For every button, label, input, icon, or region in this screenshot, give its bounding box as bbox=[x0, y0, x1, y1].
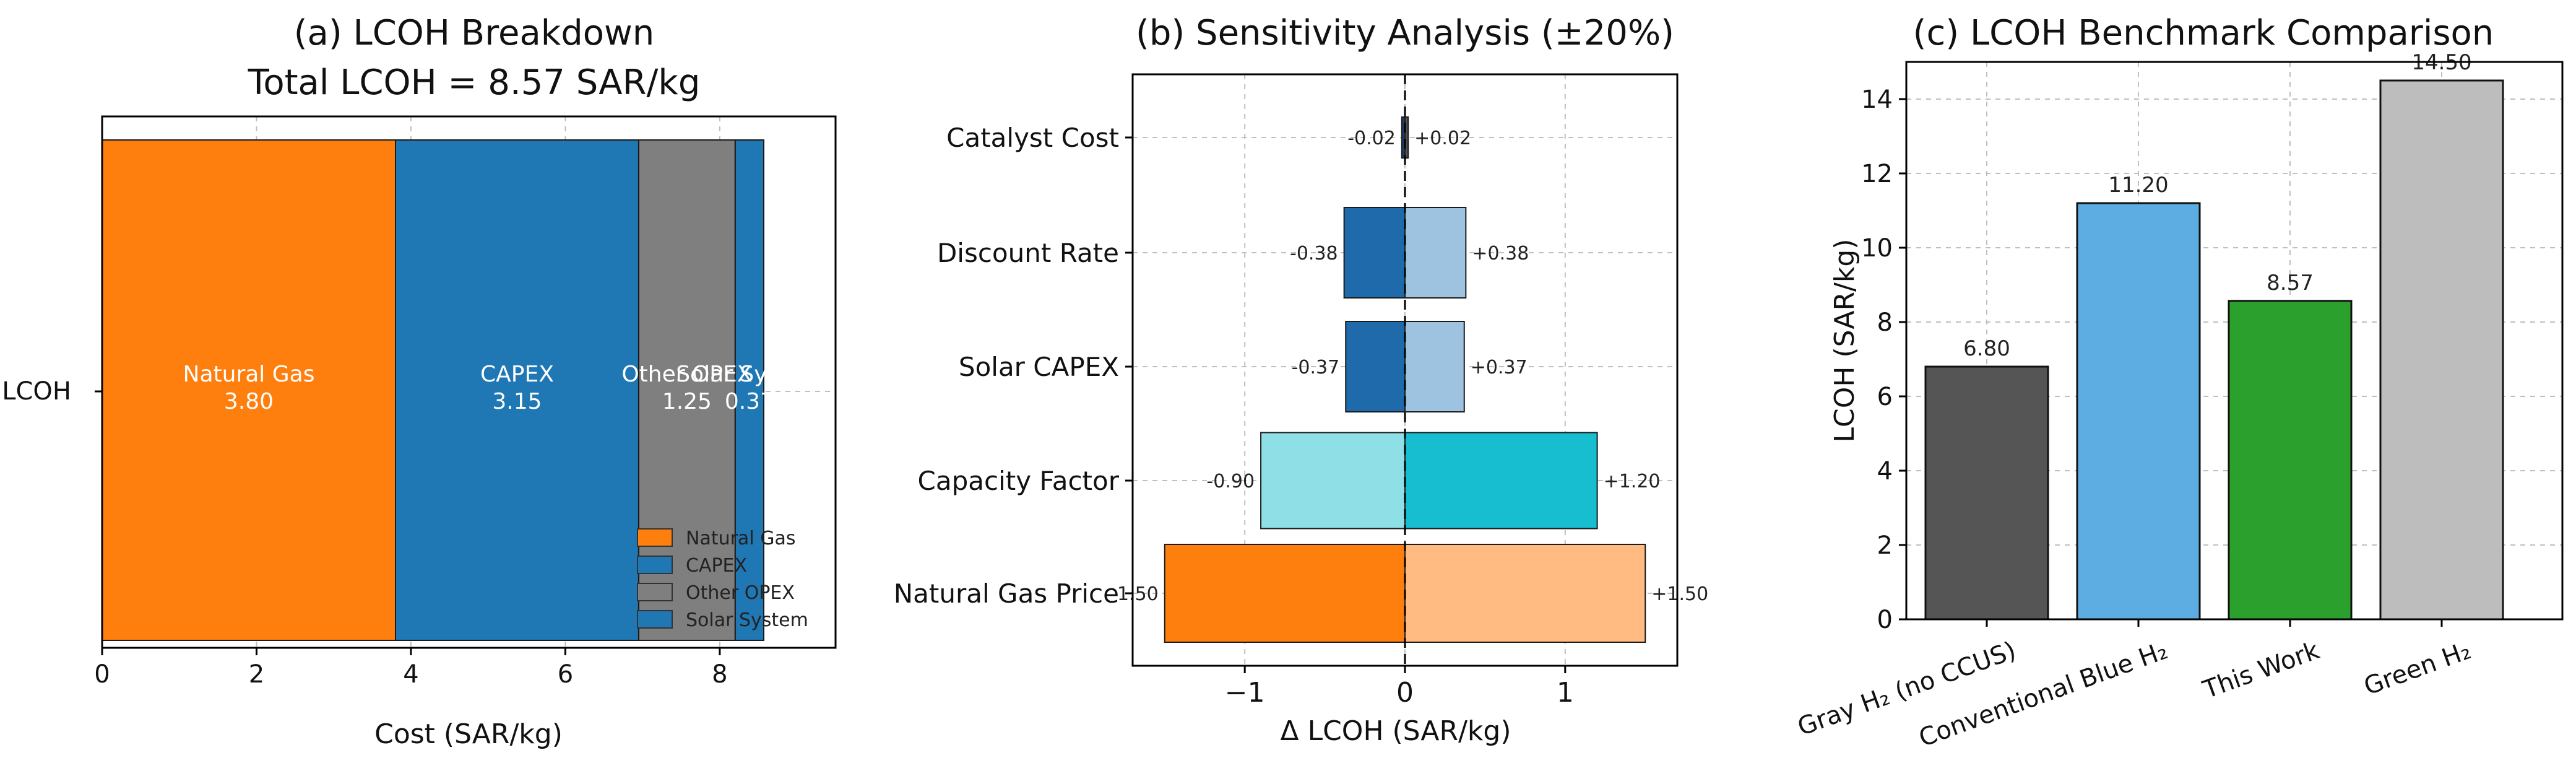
chart-a-legend-label: Natural Gas bbox=[686, 528, 795, 549]
chart-b-low-label: -0.37 bbox=[1292, 357, 1340, 378]
chart-a-segment-value: 0.37 bbox=[725, 389, 774, 414]
chart-c-y-tick-label: 6 bbox=[1877, 383, 1893, 411]
chart-b-y-ticks: Catalyst Cost Discount Rate Solar CAPEX Cap… bbox=[894, 123, 1133, 609]
chart-c-bar bbox=[2076, 202, 2201, 621]
chart-c-value-label: 8.57 bbox=[2267, 271, 2314, 295]
chart-b-high-label: +0.37 bbox=[1471, 357, 1528, 378]
chart-a-segment-bar bbox=[102, 139, 396, 641]
chart-c-bar bbox=[2379, 79, 2504, 621]
chart-b-value-labels: -0.02 +0.02 -0.38 +0.38 -0.37 +0.37 -0.90 +1.20… bbox=[1110, 128, 1708, 605]
chart-a-segment-bar bbox=[395, 139, 639, 641]
chart-b-low-bar bbox=[1260, 432, 1406, 530]
chart-b-high-label: +0.02 bbox=[1414, 128, 1471, 149]
chart-b-parameter-label: Solar CAPEX bbox=[959, 352, 1119, 382]
chart-b-low-label: -0.38 bbox=[1290, 243, 1338, 264]
chart-a-legend-swatch bbox=[637, 610, 673, 629]
chart-a-axes-frame bbox=[101, 115, 837, 649]
chart-c-x-ticks: Gray H₂ (no CCUS)Conventional Blue H₂ Thi… bbox=[1794, 619, 2474, 752]
chart-a-category-label: LCOH bbox=[2, 377, 71, 406]
panel-sensitivity-analysis: (b) Sensitivity Analysis (±20%) -0.02 +0.… bbox=[894, 13, 1708, 747]
chart-a-x-tick-label: 2 bbox=[249, 660, 264, 689]
chart-b-low-bar bbox=[1164, 544, 1406, 643]
panel-benchmark-comparison: (c) LCOH Benchmark Comparison 6.80 11.20 8… bbox=[1794, 13, 2564, 752]
chart-a-legend-label: Other OPEX bbox=[686, 582, 795, 604]
chart-a-legend-swatch bbox=[637, 556, 673, 574]
chart-b-low-bar bbox=[1345, 321, 1406, 412]
chart-c-y-axis-label: LCOH (SAR/kg) bbox=[1829, 239, 1861, 443]
chart-c-category-label: Conventional Blue H₂ bbox=[1915, 636, 2171, 752]
chart-c-title: (c) LCOH Benchmark Comparison bbox=[1913, 13, 2494, 53]
chart-a-title: (a) LCOH Breakdown bbox=[294, 13, 655, 53]
chart-a-x-axis-label: Cost (SAR/kg) bbox=[374, 718, 563, 750]
chart-a-segment-bar bbox=[734, 139, 764, 641]
chart-c-y-tick-label: 12 bbox=[1861, 160, 1893, 188]
chart-b-title: (b) Sensitivity Analysis (±20%) bbox=[1136, 13, 1674, 53]
chart-a-segment-value: 3.15 bbox=[492, 389, 542, 414]
chart-a-segment-name: CAPEX bbox=[480, 362, 554, 387]
chart-b-parameter-label: Catalyst Cost bbox=[946, 123, 1119, 153]
chart-a-legend-swatch bbox=[637, 583, 673, 601]
chart-c-y-tick-label: 2 bbox=[1877, 531, 1893, 560]
chart-b-x-axis-label: Δ LCOH (SAR/kg) bbox=[1280, 715, 1511, 747]
chart-b-parameter-label: Capacity Factor bbox=[918, 466, 1120, 496]
chart-a-segment-name: Other OPEX bbox=[621, 362, 752, 387]
chart-c-y-tick-label: 8 bbox=[1877, 308, 1893, 337]
chart-b-x-tick-label: 1 bbox=[1557, 677, 1574, 708]
chart-a-x-tick-label: 0 bbox=[94, 660, 110, 689]
chart-b-high-bar bbox=[1404, 432, 1598, 530]
chart-c-value-label: 6.80 bbox=[1963, 336, 2010, 361]
chart-a-segment-value: 3.80 bbox=[224, 389, 274, 414]
chart-a-subtitle: Total LCOH = 8.57 SAR/kg bbox=[248, 63, 701, 103]
chart-a-x-ticks: 0 2 4 6 8 bbox=[94, 648, 728, 689]
chart-a-legend: Natural Gas CAPEX Other OPEX Solar System bbox=[637, 528, 808, 631]
chart-b-high-bar bbox=[1404, 321, 1465, 412]
panel-lcoh-breakdown: (a) LCOH Breakdown Total LCOH = 8.57 SAR… bbox=[2, 13, 837, 750]
chart-a-x-tick-label: 4 bbox=[403, 660, 418, 689]
chart-c-bar bbox=[1924, 365, 2049, 621]
chart-b-high-label: +1.20 bbox=[1604, 471, 1661, 492]
chart-b-low-bar bbox=[1343, 207, 1406, 299]
chart-b-x-ticks: −1 0 1 bbox=[1225, 666, 1574, 708]
chart-b-x-tick-label: −1 bbox=[1225, 677, 1265, 708]
chart-c-y-tick-label: 14 bbox=[1861, 85, 1893, 114]
chart-a-x-tick-label: 6 bbox=[558, 660, 573, 689]
chart-c-value-label: 11.20 bbox=[2108, 173, 2168, 198]
chart-c-category-label: Green H₂ bbox=[2360, 636, 2474, 701]
chart-b-high-bar bbox=[1404, 544, 1646, 643]
chart-a-x-tick-label: 8 bbox=[712, 660, 727, 689]
chart-c-bars bbox=[1924, 79, 2504, 621]
chart-c-axes-frame bbox=[1905, 61, 2564, 621]
chart-b-low-label: -0.02 bbox=[1347, 128, 1396, 149]
chart-b-high-bar bbox=[1404, 116, 1409, 159]
chart-a-legend-swatch bbox=[637, 528, 673, 547]
chart-c-y-tick-label: 0 bbox=[1877, 606, 1893, 634]
chart-b-parameter-label: Natural Gas Price bbox=[894, 578, 1119, 609]
chart-b-low-label: -0.90 bbox=[1206, 471, 1255, 492]
chart-c-y-ticks: 0 2 4 6 8 10 12 14 bbox=[1861, 85, 1906, 634]
chart-c-y-tick-label: 4 bbox=[1877, 457, 1893, 486]
chart-a-segment-name: Solar System bbox=[676, 362, 823, 387]
chart-b-bars bbox=[1164, 116, 1646, 643]
chart-a-legend-label: CAPEX bbox=[686, 555, 747, 577]
chart-b-parameter-label: Discount Rate bbox=[937, 238, 1119, 268]
chart-a-segment-value: 1.25 bbox=[662, 389, 712, 414]
chart-b-high-label: +1.50 bbox=[1651, 583, 1708, 605]
chart-b-low-label: -1.50 bbox=[1110, 583, 1159, 605]
chart-a-segment-name: Natural Gas bbox=[183, 362, 315, 387]
chart-b-x-tick-label: 0 bbox=[1396, 677, 1414, 708]
chart-c-bar bbox=[2228, 300, 2353, 621]
chart-b-high-label: +0.38 bbox=[1472, 243, 1529, 264]
chart-b-high-bar bbox=[1404, 207, 1467, 299]
chart-c-category-label: This Work bbox=[2199, 636, 2323, 705]
chart-a-legend-label: Solar System bbox=[686, 609, 808, 631]
chart-c-y-tick-label: 10 bbox=[1861, 234, 1893, 263]
